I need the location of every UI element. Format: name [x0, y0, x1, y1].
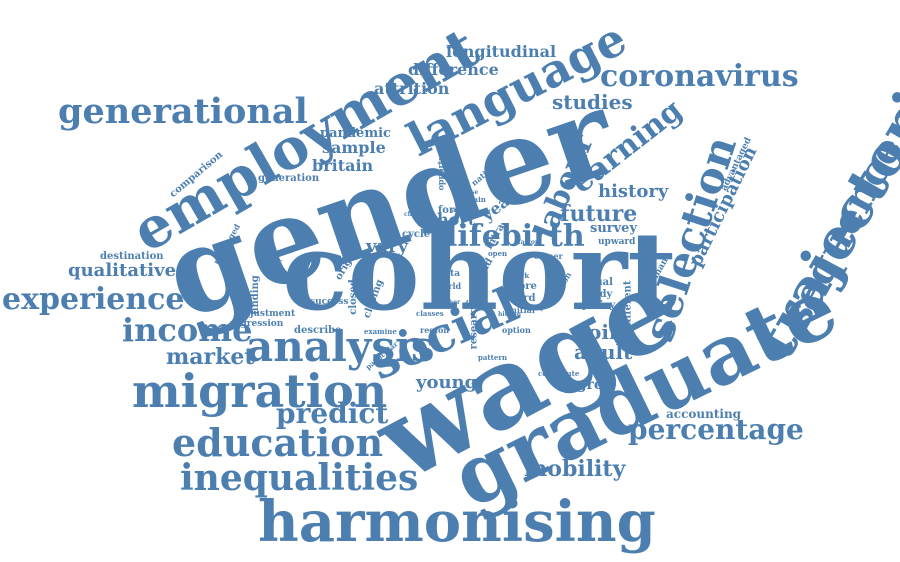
word: britian	[418, 221, 441, 228]
word: success	[310, 297, 349, 307]
word: opportunity	[435, 137, 446, 191]
word: inequalities	[180, 457, 419, 499]
word: data	[438, 269, 461, 279]
word: adjustment	[238, 309, 296, 319]
word: cycle	[402, 229, 431, 240]
word: world	[436, 281, 462, 291]
word: generational	[58, 91, 308, 132]
word: force	[438, 205, 467, 216]
word: market	[166, 344, 255, 370]
word: percentage	[628, 413, 804, 446]
word: account	[452, 207, 479, 214]
word: finding	[249, 275, 261, 315]
word: upward	[598, 237, 636, 247]
word: regression	[230, 319, 284, 329]
word: equal	[582, 277, 613, 288]
word: income	[122, 311, 253, 349]
word: pandemic	[320, 126, 391, 141]
word: migration	[132, 364, 388, 418]
word: degree	[558, 377, 612, 393]
word: contribute	[538, 369, 580, 378]
word: closed	[347, 279, 359, 315]
word: describe	[294, 325, 342, 336]
word: region	[420, 325, 450, 335]
word: factor	[518, 239, 539, 246]
word: experience	[2, 282, 185, 317]
word: destination	[100, 251, 164, 262]
word: different	[622, 280, 634, 330]
word: coronavirus	[600, 59, 799, 94]
word: research	[468, 300, 480, 350]
word: cohort	[282, 209, 678, 335]
word: study	[582, 289, 613, 300]
word: survey	[590, 221, 637, 236]
word: class	[466, 297, 486, 306]
word: longitudinal	[446, 42, 557, 61]
word: change	[404, 211, 429, 218]
word: attrition	[374, 79, 450, 98]
word: open	[488, 249, 508, 258]
word: hitting	[498, 311, 522, 318]
word: classes	[416, 309, 444, 318]
word: short	[428, 210, 476, 229]
word: larger	[258, 257, 282, 266]
word: education	[172, 420, 384, 465]
word: vary	[366, 236, 409, 257]
word: work	[510, 271, 530, 280]
word: mobility	[524, 456, 626, 482]
word: harmonising	[258, 489, 656, 555]
word: history	[598, 181, 669, 202]
word: aged	[264, 267, 283, 276]
word: difference	[408, 60, 499, 79]
word: young	[416, 372, 478, 393]
word: accounting	[666, 407, 742, 421]
word: remain	[458, 195, 486, 204]
word: initial	[508, 305, 535, 315]
word: pattern	[478, 353, 508, 362]
word: more	[508, 281, 537, 292]
word: option	[502, 325, 531, 335]
word: qualitative	[68, 260, 177, 281]
word: studies	[552, 90, 633, 114]
word: britain	[312, 156, 374, 175]
word: policy	[582, 300, 616, 311]
word: sequence	[772, 128, 900, 336]
word: higher	[438, 299, 461, 306]
word: lifebirth	[446, 219, 585, 254]
word: career	[534, 251, 563, 261]
word: generation	[258, 173, 320, 184]
word: point	[574, 320, 633, 344]
word: diverse	[454, 189, 479, 196]
word: sample	[322, 138, 386, 157]
word: analysis	[246, 322, 435, 371]
word: future	[560, 201, 638, 227]
word: predict	[276, 397, 389, 430]
word: word	[508, 293, 536, 304]
word: role	[474, 289, 488, 296]
word: examine	[364, 327, 397, 336]
word: adult	[574, 340, 633, 364]
